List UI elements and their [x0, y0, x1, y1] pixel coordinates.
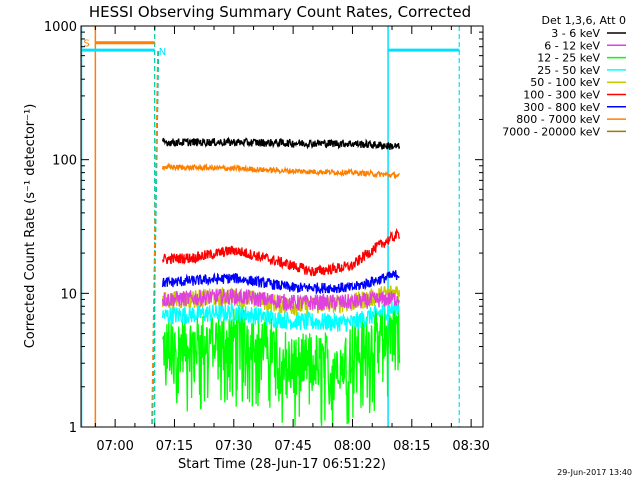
annotation-transition-line: [151, 50, 159, 428]
y-axis: 1 10 100 1000: [44, 20, 483, 436]
timestamp: 29-Jun-2017 13:40: [557, 468, 632, 477]
x-tick-label: 07:15: [156, 439, 193, 454]
series-line-5: [161, 228, 401, 277]
legend-label: 100 - 300 keV: [523, 89, 600, 102]
legend-label: 12 - 25 keV: [537, 52, 600, 65]
legend-label: 3 - 6 keV: [551, 27, 600, 40]
x-axis: 07:00 07:15 07:30 07:45 08:00 08:15 08:30: [94, 26, 490, 454]
legend-label: 50 - 100 keV: [530, 76, 600, 89]
flag-label: N: [159, 47, 166, 58]
legend-label: 300 - 800 keV: [523, 101, 600, 114]
x-tick-label: 07:30: [215, 439, 252, 454]
plot-area: SN: [80, 26, 460, 428]
x-tick-label: 07:00: [96, 439, 133, 454]
y-tick-label: 10: [60, 287, 77, 302]
x-tick-label: 07:45: [274, 439, 311, 454]
flag-label: S: [83, 39, 89, 50]
legend-label: 6 - 12 keV: [544, 39, 600, 52]
legend-label: 800 - 7000 keV: [516, 113, 600, 126]
series-line-3: [161, 298, 400, 333]
y-axis-label: Corrected Count Rate (s⁻¹ detector⁻¹): [23, 104, 38, 349]
plot-frame: [80, 25, 484, 428]
legend-label: 25 - 50 keV: [537, 64, 600, 77]
x-tick-label: 08:30: [452, 439, 489, 454]
series-line-7: [161, 162, 401, 180]
x-tick-label: 08:15: [393, 439, 430, 454]
legend-title: Det 1,3,6, Att 0: [542, 14, 626, 27]
x-axis-label: Start Time (28-Jun-17 06:51:22): [178, 457, 386, 472]
y-tick-label: 1000: [44, 20, 77, 35]
annotation-transition-line: [152, 50, 160, 428]
series-line-0: [161, 136, 401, 150]
y-tick-label: 100: [52, 154, 77, 169]
series-line-6: [161, 270, 400, 296]
series-line-2: [161, 298, 401, 426]
x-tick-label: 08:00: [334, 439, 371, 454]
legend-label: 7000 - 20000 keV: [502, 125, 600, 138]
series-line-1: [161, 287, 401, 312]
y-tick-label: 1: [69, 421, 77, 436]
chart-title: HESSI Observing Summary Count Rates, Cor…: [89, 3, 471, 21]
